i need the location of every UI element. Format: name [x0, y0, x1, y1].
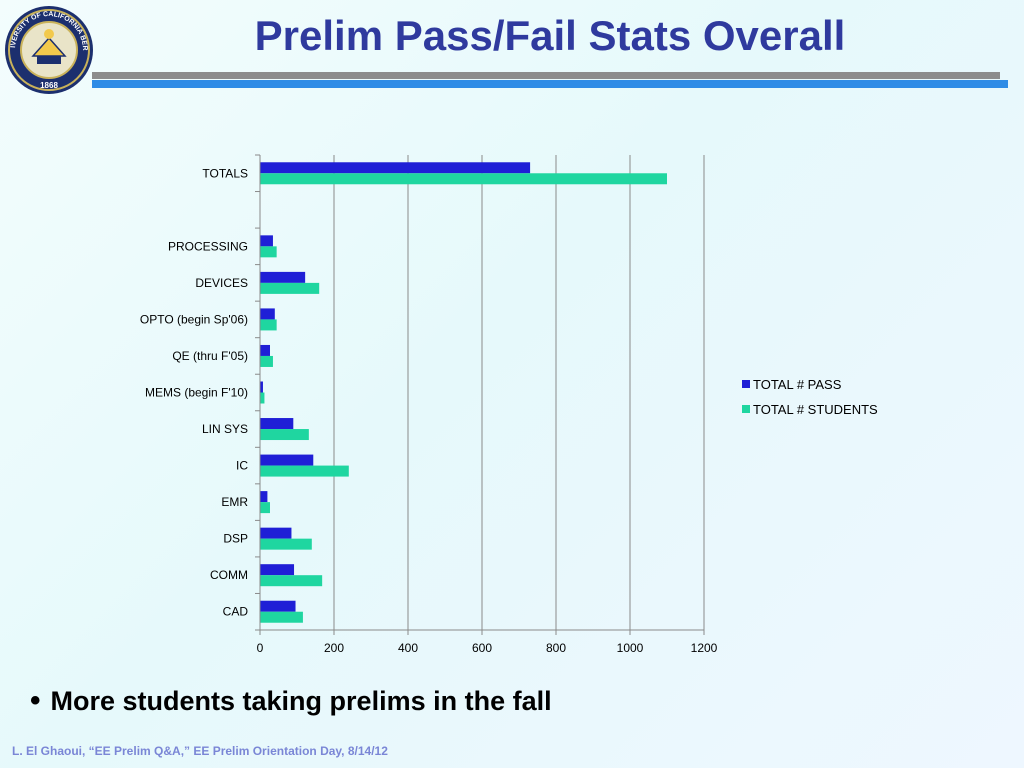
x-tick-label: 200 — [324, 641, 344, 655]
y-tick-label: COMM — [210, 568, 248, 582]
y-tick-label: TOTALS — [202, 166, 248, 180]
chart-bars — [260, 162, 667, 623]
bar — [260, 564, 295, 576]
x-tick-label: 800 — [546, 641, 566, 655]
bar — [260, 308, 275, 320]
bar — [260, 465, 349, 477]
y-tick-label: IC — [236, 459, 248, 473]
y-tick-label: QE (thru F'05) — [172, 349, 248, 363]
x-tick-label: 400 — [398, 641, 418, 655]
bar — [260, 392, 265, 404]
y-tick-label: LIN SYS — [202, 422, 248, 436]
x-tick-label: 1200 — [691, 641, 718, 655]
bar — [260, 162, 531, 174]
uc-seal-icon: THE UNIVERSITY OF CALIFORNIA BERKELEY 18… — [3, 4, 93, 94]
bar — [260, 282, 320, 294]
bar — [260, 271, 306, 283]
y-tick-label: EMR — [221, 495, 248, 509]
bar — [260, 355, 273, 367]
chart-labels: 0 200 400 600 800 1000 1200 TOTALS PROCESSING DEV… — [140, 166, 718, 655]
bullet-point: • More students taking prelims in the fal… — [30, 684, 930, 718]
slide-title: Prelim Pass/Fail Stats Overall — [254, 12, 846, 59]
bar — [260, 235, 273, 247]
title-rule-gray — [92, 72, 1000, 79]
bullet-text: More students taking prelims in the fall — [50, 686, 552, 716]
bar — [260, 600, 296, 612]
legend-swatch — [742, 380, 750, 388]
bar — [260, 538, 312, 550]
y-tick-label: OPTO (begin Sp'06) — [140, 312, 248, 326]
y-tick-label: DEVICES — [195, 276, 248, 290]
y-tick-label: PROCESSING — [168, 239, 248, 253]
bar — [260, 611, 303, 623]
bar — [260, 575, 323, 587]
legend-swatch — [742, 405, 750, 413]
legend-label: TOTAL # STUDENTS — [753, 402, 878, 417]
bar — [260, 173, 667, 185]
title-rule-blue — [92, 80, 1008, 88]
y-tick-label: CAD — [223, 605, 249, 619]
chart-legend: TOTAL # PASS TOTAL # STUDENTS — [742, 377, 878, 417]
bar — [260, 527, 292, 539]
y-tick-label: DSP — [223, 532, 248, 546]
bar — [260, 344, 270, 356]
slide-footer: L. El Ghaoui, “EE Prelim Q&A,” EE Prelim… — [12, 744, 388, 758]
y-tick-label: MEMS (begin F'10) — [145, 386, 248, 400]
bar — [260, 491, 268, 503]
x-tick-label: 1000 — [617, 641, 644, 655]
legend-label: TOTAL # PASS — [753, 377, 842, 392]
chart-gridlines — [333, 155, 705, 630]
bar — [260, 454, 314, 466]
bullet-icon: • — [30, 684, 41, 717]
bar — [260, 319, 277, 331]
bar — [260, 429, 309, 441]
bar — [260, 418, 294, 430]
x-tick-label: 0 — [257, 641, 264, 655]
bar — [260, 381, 263, 393]
bar — [260, 246, 277, 258]
chart-axes — [255, 154, 705, 635]
bar — [260, 502, 270, 514]
x-tick-label: 600 — [472, 641, 492, 655]
seal-year: 1868 — [40, 81, 58, 90]
